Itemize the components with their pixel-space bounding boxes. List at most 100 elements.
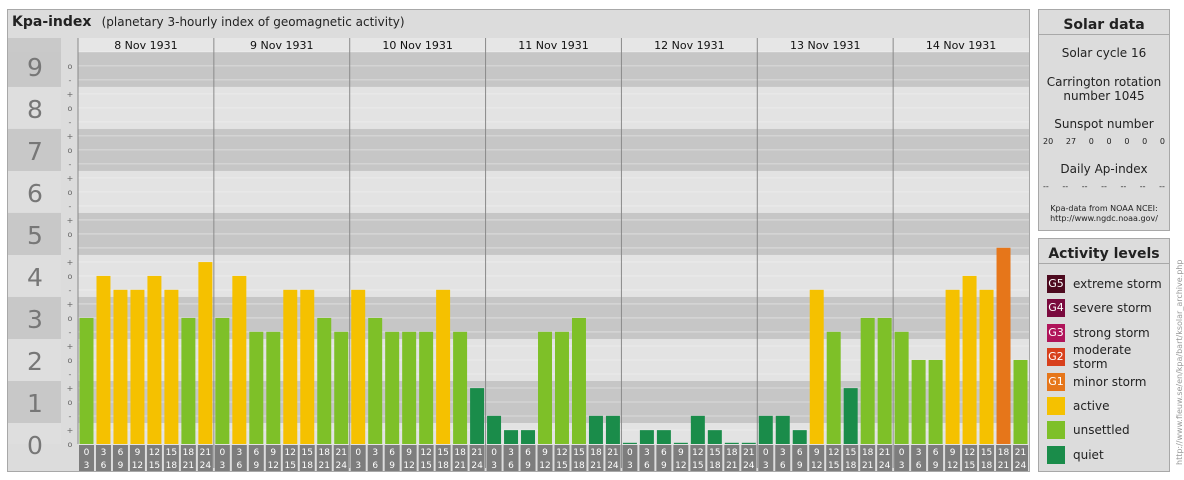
- interval-label-bg: [792, 445, 808, 471]
- interval-end-label: 21: [862, 461, 873, 471]
- interval-label-bg: [486, 445, 502, 471]
- kp-bar: [351, 289, 366, 444]
- interval-end-label: 3: [219, 461, 225, 471]
- sunspot-value: 0: [1159, 137, 1165, 146]
- interval-label-bg: [435, 445, 451, 471]
- kp-bar: [300, 289, 315, 444]
- interval-label-bg: [639, 445, 655, 471]
- legend-quiet: quiet: [1047, 445, 1104, 465]
- legend-label: strong storm: [1073, 326, 1150, 340]
- interval-start-label: 9: [406, 448, 412, 458]
- interval-end-label: 12: [403, 461, 414, 471]
- ap-value: --: [1081, 182, 1088, 191]
- data-source-label: Kpa-data from NOAA NCEI:: [1050, 204, 1158, 213]
- y-sub-label: -: [69, 328, 72, 337]
- interval-end-label: 21: [726, 461, 737, 471]
- y-axis-label: 4: [27, 263, 43, 292]
- interval-end-label: 15: [285, 461, 296, 471]
- interval-label-bg: [469, 445, 485, 471]
- interval-start-label: 6: [525, 448, 531, 458]
- ap-value: --: [1159, 182, 1165, 191]
- legend-label: minor storm: [1073, 375, 1147, 389]
- interval-start-label: 0: [763, 448, 769, 458]
- legend-active: active: [1047, 396, 1109, 416]
- y-axis-label: 3: [27, 305, 43, 334]
- y-axis-label: 6: [27, 179, 43, 208]
- interval-start-label: 3: [644, 448, 650, 458]
- y-axis-label: 0: [27, 431, 43, 460]
- interval-label-bg: [707, 445, 723, 471]
- ap-value: --: [1043, 182, 1049, 191]
- interval-end-label: 6: [916, 461, 922, 471]
- y-sub-label: -: [69, 160, 72, 169]
- interval-label-bg: [299, 445, 315, 471]
- y-sub-label: -: [69, 202, 72, 211]
- sunspot-value: 0: [1124, 137, 1130, 146]
- interval-start-label: 12: [828, 448, 839, 458]
- interval-start-label: 6: [253, 448, 259, 458]
- day-label: 10 Nov 1931: [382, 39, 452, 52]
- interval-end-label: 21: [183, 461, 194, 471]
- chart-title-text: Kpa-index: [12, 14, 92, 30]
- interval-label-bg: [962, 445, 978, 471]
- interval-label-bg: [401, 445, 417, 471]
- interval-label-bg: [877, 445, 893, 471]
- interval-label-bg: [554, 445, 570, 471]
- interval-end-label: 3: [763, 461, 769, 471]
- legend-label: moderate storm: [1072, 343, 1132, 371]
- legend-label: quiet: [1073, 448, 1104, 462]
- day-label: 13 Nov 1931: [790, 39, 860, 52]
- interval-end-label: 15: [420, 461, 431, 471]
- interval-end-label: 18: [166, 461, 178, 471]
- interval-label-bg: [1013, 445, 1028, 471]
- y-sub-label: +: [67, 384, 74, 393]
- y-sub-label: o: [68, 146, 73, 155]
- interval-start-label: 12: [964, 448, 975, 458]
- kpa-bar-chart: 0123456789o+-o+-o+-o+-o+-o+-o+-o+-o+-o8 …: [8, 38, 1029, 471]
- y-sub-label: -: [69, 118, 72, 127]
- interval-end-label: 6: [101, 461, 107, 471]
- kp-bar: [741, 442, 756, 444]
- activity-title-divider: [1039, 263, 1169, 264]
- interval-label-bg: [197, 445, 213, 471]
- legend-minor-storm: G1 minor storm: [1047, 372, 1146, 392]
- interval-start-label: 9: [270, 448, 276, 458]
- interval-start-label: 21: [335, 448, 346, 458]
- interval-start-label: 9: [135, 448, 141, 458]
- y-axis-label: 5: [27, 221, 43, 250]
- kp-bar: [436, 289, 451, 444]
- activity-levels-title: Activity levels: [1048, 246, 1160, 262]
- interval-label-bg: [214, 445, 230, 471]
- interval-end-label: 24: [335, 461, 347, 471]
- y-label-band: [8, 52, 61, 87]
- interval-start-label: 21: [879, 448, 890, 458]
- ap-value: --: [1101, 182, 1107, 191]
- interval-start-label: 9: [950, 448, 956, 458]
- g5-badge: G5: [1047, 275, 1065, 293]
- kp-bar: [538, 331, 552, 444]
- interval-label-bg: [163, 445, 179, 471]
- interval-end-label: 6: [644, 461, 650, 471]
- y-sub-label: -: [69, 76, 72, 85]
- kp-bar: [453, 331, 468, 444]
- interval-end-label: 12: [539, 461, 550, 471]
- interval-end-label: 6: [236, 461, 242, 471]
- legend-label: unsettled: [1073, 423, 1130, 437]
- interval-start-label: 12: [692, 448, 703, 458]
- sunspot-title: Sunspot number: [1054, 117, 1154, 131]
- kp-bar: [232, 275, 247, 444]
- sunspot-values: 20 27 0 0 0 0 0: [1043, 137, 1165, 146]
- interval-label-bg: [622, 445, 638, 471]
- interval-end-label: 15: [692, 461, 703, 471]
- kp-bar: [96, 275, 111, 444]
- kp-bar: [249, 331, 264, 444]
- interval-end-label: 6: [372, 461, 378, 471]
- solar-title-divider: [1039, 34, 1169, 35]
- interval-end-label: 9: [389, 461, 395, 471]
- y-sub-label: o: [68, 314, 73, 323]
- unsettled-swatch: [1047, 421, 1065, 439]
- kp-bar: [113, 289, 128, 444]
- interval-label-bg: [996, 445, 1012, 471]
- y-label-band: [8, 380, 61, 423]
- interval-label-bg: [809, 445, 825, 471]
